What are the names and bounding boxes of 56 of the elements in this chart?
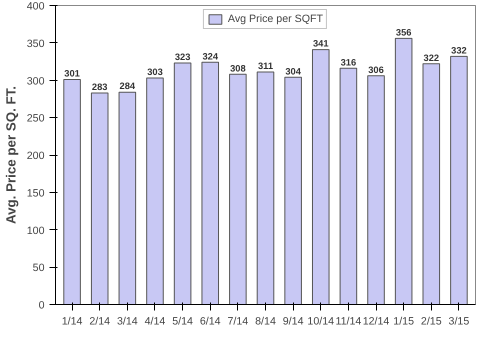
x-tick-label: 5/14 [172, 316, 194, 328]
bar [90, 92, 108, 304]
bar [118, 92, 136, 304]
x-tick-label: 12/14 [362, 316, 390, 328]
x-tick-label: 4/14 [144, 316, 166, 328]
x-tick-label: 6/14 [200, 316, 221, 328]
data-label: 341 [312, 38, 329, 49]
x-tick-label: 7/14 [228, 316, 248, 328]
data-label: 316 [340, 57, 356, 68]
x-tick-label: 2/14 [89, 316, 110, 328]
x-tick-label: 3/15 [448, 316, 470, 328]
y-tick-label: 350 [26, 38, 45, 50]
data-label: 311 [258, 61, 274, 72]
data-label: 356 [396, 27, 412, 38]
data-label: 303 [147, 67, 163, 78]
x-tick-label: 9/14 [282, 316, 304, 328]
y-tick-label: 50 [32, 262, 45, 274]
data-label: 283 [92, 82, 108, 92]
bar [422, 63, 440, 304]
bar [201, 62, 220, 304]
x-tick-label: 11/14 [335, 316, 362, 328]
y-axis-title: Avg. Price per SQ. FT. [4, 86, 19, 224]
bar [394, 38, 412, 304]
x-tick-label: 1/14 [62, 316, 83, 328]
data-label: 308 [230, 63, 246, 74]
bar [312, 49, 330, 304]
x-tick-label: 3/14 [116, 316, 138, 328]
bar [340, 68, 358, 304]
bar [256, 72, 274, 304]
data-label: 301 [64, 68, 80, 79]
bar [63, 79, 81, 304]
bar [367, 75, 385, 304]
bar [450, 56, 468, 304]
y-tick-label: 100 [26, 224, 45, 237]
bar [146, 78, 164, 304]
legend-label: Avg Price per SQFT [228, 13, 324, 25]
data-label: 322 [424, 52, 440, 63]
bar [284, 76, 302, 304]
y-tick-label: 150 [26, 187, 45, 200]
x-tick-label: 8/14 [255, 316, 276, 328]
data-label: 332 [451, 45, 467, 56]
data-label: 306 [368, 64, 384, 75]
y-tick-label: 400 [26, 0, 45, 12]
y-tick-label: 250 [26, 112, 45, 125]
x-tick-label: 1/15 [393, 316, 414, 328]
data-label: 324 [202, 51, 219, 62]
data-label: 304 [285, 66, 302, 76]
x-tick-label: 2/15 [420, 316, 442, 328]
y-tick-label: 200 [26, 150, 45, 162]
bar [229, 74, 247, 304]
y-tick-label: 300 [26, 75, 45, 88]
bar [174, 62, 192, 304]
y-tick-label: 0 [38, 300, 45, 312]
data-label: 323 [174, 52, 190, 62]
x-tick-label: 10/14 [307, 316, 334, 328]
data-label: 284 [120, 81, 136, 92]
